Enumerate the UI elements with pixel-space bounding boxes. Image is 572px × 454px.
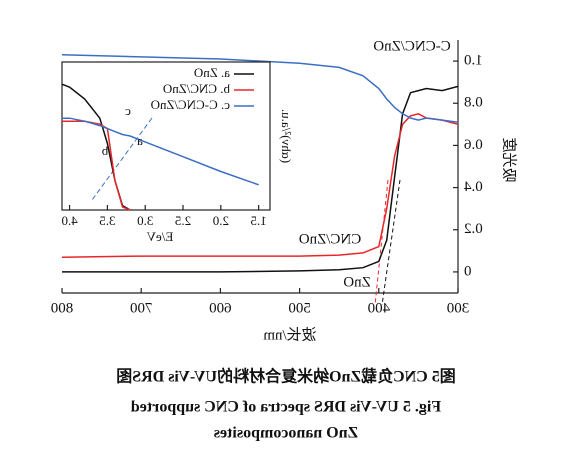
x-tick-label: 4.0 <box>61 213 77 228</box>
y-tick-label: 0.8 <box>464 95 483 111</box>
x-axis-label: 波长/nm <box>263 326 317 343</box>
caption-en: ZnO nanocomposites <box>214 425 358 442</box>
caption-cn: 图5 CNC负载ZnO纳米复合材料的UV-Vis DRS图 <box>116 367 456 386</box>
x-tick-label: 1.5 <box>251 213 267 228</box>
x-tick-label: 2.0 <box>213 213 229 228</box>
tangent <box>381 179 401 306</box>
series-line <box>61 54 459 123</box>
tangent <box>91 117 153 201</box>
x-tick-label: 800 <box>51 300 74 316</box>
series-line <box>62 85 459 273</box>
x-tick-label: 2.5 <box>175 213 191 228</box>
annotation: a <box>137 133 143 148</box>
annotation: ZnO <box>343 274 371 290</box>
annotation: c <box>125 103 131 118</box>
annotation: b <box>102 143 109 158</box>
y-tick-label: 1.0 <box>464 53 483 69</box>
legend-label: c. C-CNC/ZnO <box>151 97 230 112</box>
x-tick-label: 500 <box>288 300 311 316</box>
y-axis-label: (αhν)²/a.u. <box>279 109 294 163</box>
x-tick-label: 300 <box>447 300 470 316</box>
series-line <box>61 112 459 258</box>
annotation: C-CNC/ZnO <box>373 38 451 54</box>
x-axis-label: E/eV <box>146 229 173 244</box>
annotation: CNC/ZnO <box>299 231 362 247</box>
x-tick-label: 700 <box>130 300 153 316</box>
y-tick-label: 0.6 <box>464 137 483 153</box>
legend-label: b. CNC/ZnO <box>163 81 230 96</box>
y-tick-label: 0 <box>464 263 472 279</box>
caption-en: Fig. 5 UV-Vis DRS spectra of CNC support… <box>131 399 441 416</box>
x-tick-label: 400 <box>368 300 391 316</box>
legend-label: a. ZnO <box>194 65 230 80</box>
x-tick-label: 3.5 <box>99 213 115 228</box>
series-line <box>62 117 259 186</box>
y-tick-label: 0.2 <box>464 221 483 237</box>
x-tick-label: 600 <box>209 300 232 316</box>
y-tick-label: 0.4 <box>464 179 483 195</box>
inset-frame <box>61 61 271 211</box>
x-tick-label: 3.0 <box>137 213 153 228</box>
y-axis-label: 吸光度 <box>501 137 518 182</box>
